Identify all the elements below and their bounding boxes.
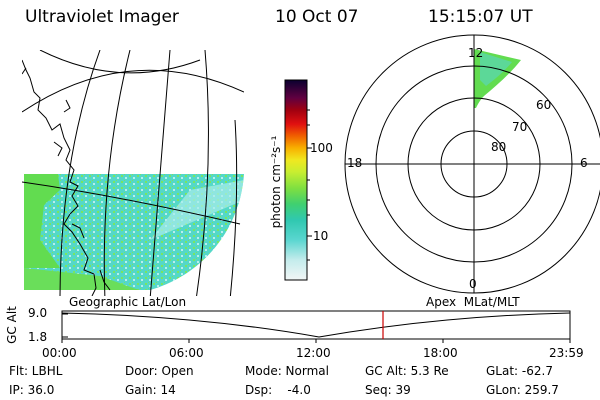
time-tick-2359: 23:59 (549, 346, 584, 360)
colorbar-unit-label: photon cm⁻²s⁻¹ (269, 135, 283, 229)
altitude-tick-1-8: 1.8 (28, 330, 48, 344)
polar-plot (344, 34, 600, 294)
mlt-label-12: 12 (468, 46, 484, 60)
mlt-label-18: 18 (347, 156, 363, 170)
gc-alt-info: GC Alt: 5.3 Re (365, 364, 449, 378)
date-label: 10 Oct 07 (275, 7, 359, 27)
seq-info: Seq: 39 (365, 383, 411, 397)
ip-info: IP: 36.0 (9, 383, 55, 397)
polar-auroral-data (474, 49, 521, 108)
altitude-curve (61, 312, 571, 338)
mlt-label-6: 6 (580, 156, 588, 170)
altitude-plot (61, 310, 571, 343)
altitude-axis-label: GC Alt (5, 306, 19, 344)
mlat-label-70: 70 (512, 120, 528, 134)
app-title: Ultraviolet Imager (25, 7, 179, 27)
time-tick-0000: 00:00 (42, 346, 77, 360)
glon-info: GLon: 259.7 (486, 383, 559, 397)
geographic-panel-label: Geographic Lat/Lon (69, 295, 187, 309)
altitude-frame (61, 310, 571, 340)
glat-info: GLat: -62.7 (486, 364, 553, 378)
gain-info: Gain: 14 (125, 383, 176, 397)
colorbar-tick-label-10: 10 (313, 229, 329, 243)
time-tick-1200: 12:00 (296, 346, 331, 360)
mlat-label-80: 80 (491, 140, 507, 154)
door-info: Door: Open (125, 364, 194, 378)
colorbar (284, 79, 312, 281)
dsp-info: Dsp: -4.0 (245, 383, 311, 397)
time-tick-0600: 06:00 (169, 346, 204, 360)
mlat-label-60: 60 (536, 98, 552, 112)
time-label: 15:15:07 UT (428, 7, 533, 27)
mlt-label-0: 0 (469, 277, 477, 291)
filter-info: Flt: LBHL (9, 364, 63, 378)
colorbar-tick-label-100: 100 (310, 141, 333, 155)
altitude-tick-9-0: 9.0 (28, 306, 48, 320)
time-tick-1800: 18:00 (423, 346, 458, 360)
mode-info: Mode: Normal (245, 364, 329, 378)
polar-panel-label: Apex MLat/MLT (426, 295, 520, 309)
colorbar-gradient (284, 79, 308, 281)
geographic-map (22, 50, 244, 296)
geo-auroral-data (24, 174, 244, 290)
